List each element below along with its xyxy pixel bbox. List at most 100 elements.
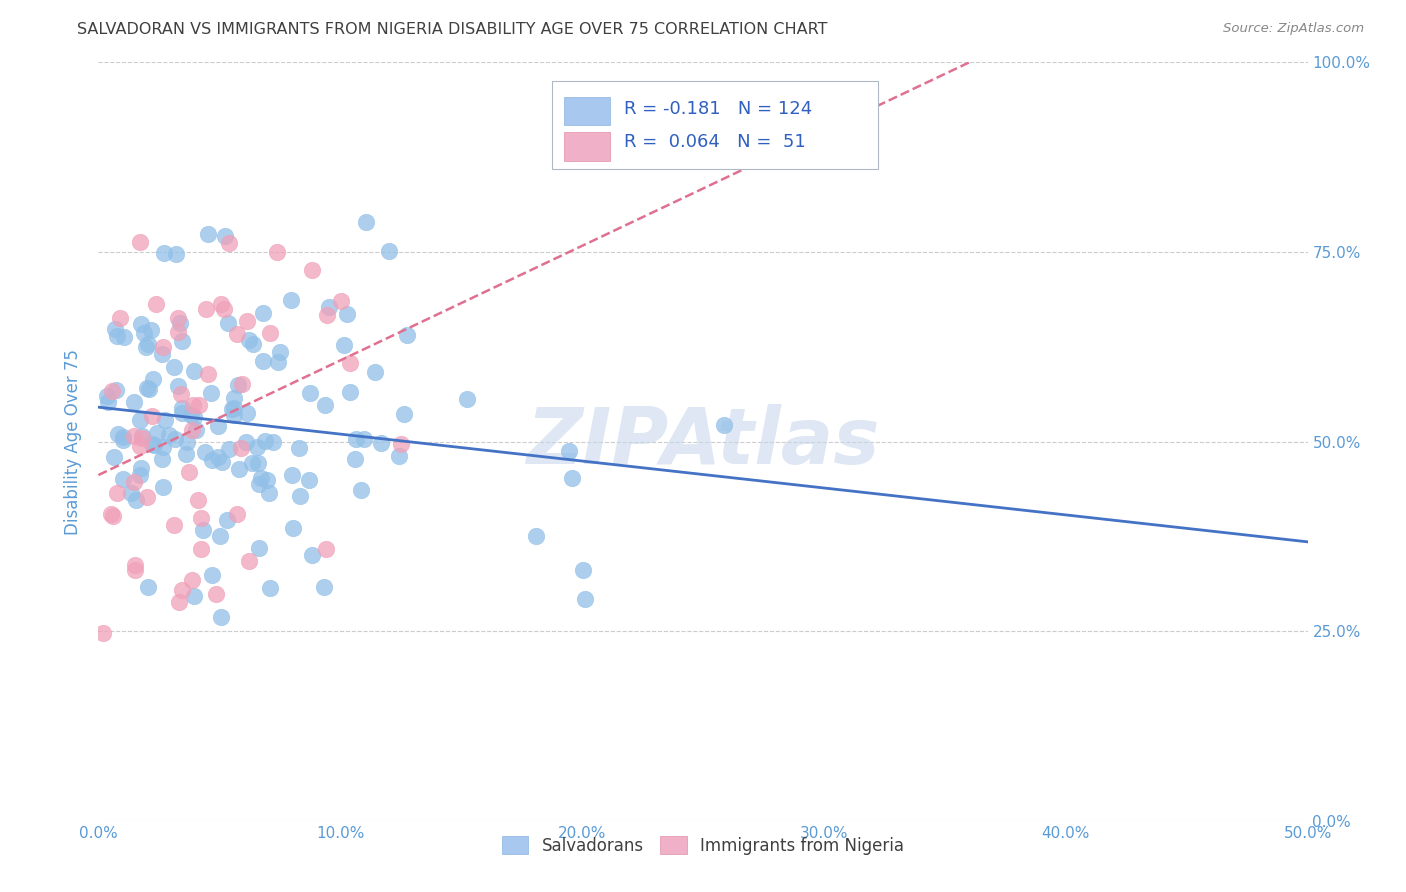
Point bbox=[129, 439, 152, 453]
Point bbox=[152, 480, 174, 494]
Point bbox=[167, 595, 190, 609]
Point bbox=[204, 587, 226, 601]
Point bbox=[107, 426, 129, 441]
Point bbox=[228, 462, 250, 476]
Point bbox=[180, 408, 202, 422]
Point bbox=[259, 582, 281, 596]
Point bbox=[124, 562, 146, 576]
Point bbox=[266, 244, 288, 259]
Point bbox=[224, 408, 246, 422]
Point bbox=[105, 329, 128, 343]
Point bbox=[283, 521, 305, 535]
Point bbox=[152, 440, 174, 454]
Point bbox=[166, 325, 188, 339]
Point bbox=[129, 467, 152, 482]
Point bbox=[101, 384, 124, 398]
Point bbox=[122, 475, 145, 490]
Point bbox=[364, 365, 387, 379]
Point bbox=[135, 340, 157, 354]
Point bbox=[180, 423, 202, 437]
Point bbox=[215, 513, 238, 527]
Point bbox=[224, 391, 246, 405]
Point bbox=[298, 386, 321, 401]
Point bbox=[314, 398, 336, 412]
Point bbox=[336, 307, 359, 321]
Point bbox=[252, 306, 274, 320]
Point bbox=[346, 432, 368, 446]
Point bbox=[571, 563, 593, 577]
Point bbox=[246, 441, 269, 455]
Point bbox=[370, 435, 392, 450]
Point bbox=[225, 508, 247, 522]
Point bbox=[231, 376, 253, 391]
Point bbox=[557, 444, 579, 458]
Point bbox=[247, 457, 270, 471]
Point bbox=[195, 301, 218, 316]
Point bbox=[136, 381, 159, 395]
Point bbox=[176, 447, 198, 461]
Point bbox=[112, 433, 135, 447]
Point bbox=[238, 554, 260, 568]
Point bbox=[163, 360, 186, 375]
Point bbox=[561, 471, 583, 485]
Point bbox=[142, 372, 165, 386]
Point bbox=[318, 301, 340, 315]
Point bbox=[207, 450, 229, 464]
Point bbox=[253, 434, 276, 448]
Point bbox=[269, 344, 291, 359]
Point bbox=[169, 317, 191, 331]
Point bbox=[301, 262, 323, 277]
Point bbox=[315, 542, 337, 557]
Point bbox=[218, 235, 240, 250]
Point bbox=[200, 386, 222, 401]
Point bbox=[91, 626, 114, 640]
Point bbox=[188, 398, 211, 412]
FancyBboxPatch shape bbox=[564, 96, 610, 126]
Point bbox=[104, 383, 127, 397]
Point bbox=[131, 431, 153, 445]
Point bbox=[146, 425, 169, 440]
Point bbox=[153, 412, 176, 426]
Point bbox=[165, 246, 187, 260]
Point bbox=[145, 296, 167, 310]
Point bbox=[138, 382, 160, 396]
Point bbox=[190, 511, 212, 525]
Point bbox=[190, 541, 212, 556]
Point bbox=[104, 322, 127, 336]
Point bbox=[209, 297, 232, 311]
Point bbox=[301, 549, 323, 563]
Point bbox=[193, 523, 215, 537]
Point bbox=[212, 301, 235, 316]
Point bbox=[316, 308, 339, 322]
Point bbox=[353, 432, 375, 446]
Point bbox=[242, 337, 264, 351]
Point bbox=[330, 294, 353, 309]
Point bbox=[163, 517, 186, 532]
Point bbox=[181, 574, 204, 588]
Point bbox=[524, 528, 547, 542]
Point bbox=[288, 488, 311, 502]
Point bbox=[170, 406, 193, 420]
Point bbox=[183, 409, 205, 424]
Point bbox=[217, 316, 239, 330]
Point bbox=[713, 417, 735, 432]
Point bbox=[141, 409, 163, 424]
Point bbox=[153, 246, 176, 260]
Point bbox=[343, 451, 366, 466]
Point bbox=[574, 592, 596, 607]
Point bbox=[226, 326, 249, 341]
Point bbox=[122, 394, 145, 409]
Point bbox=[166, 379, 188, 393]
Point bbox=[259, 326, 281, 341]
Point bbox=[128, 235, 150, 249]
Point bbox=[262, 435, 284, 450]
Point bbox=[256, 473, 278, 487]
Point bbox=[172, 334, 194, 349]
Point bbox=[221, 402, 243, 417]
Point bbox=[169, 386, 191, 401]
Point bbox=[96, 389, 118, 403]
Point bbox=[124, 558, 146, 572]
Point bbox=[157, 428, 180, 442]
Point bbox=[103, 450, 125, 464]
Point bbox=[288, 441, 311, 455]
